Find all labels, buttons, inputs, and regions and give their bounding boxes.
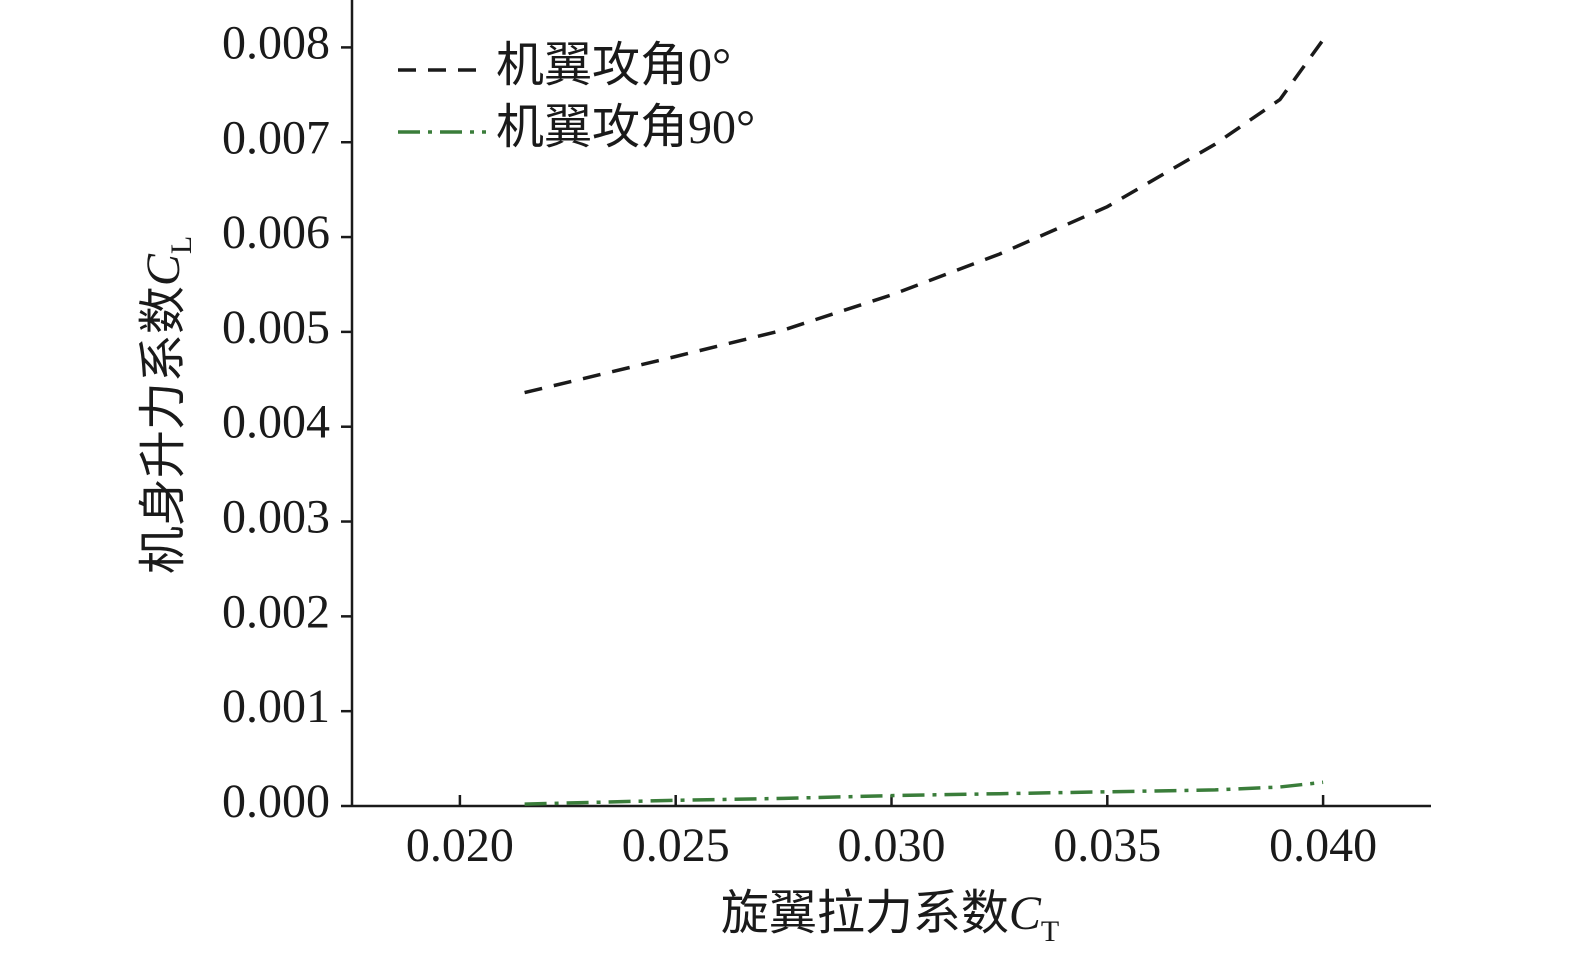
series-line [524,38,1325,395]
legend-label: 机翼攻角0° [496,39,731,92]
y-tick-label: 0.000 [222,775,330,828]
y-tick-label: 0.001 [222,680,330,733]
x-tick-label: 0.030 [838,819,946,872]
y-tick-label: 0.004 [222,396,330,449]
x-tick-label: 0.020 [406,819,514,872]
y-tick-label: 0.003 [222,491,330,544]
x-tick-label: 0.040 [1269,819,1377,872]
y-tick-label: 0.008 [222,16,330,69]
legend-label: 机翼攻角90° [496,101,755,154]
x-label-subscript: T [1041,915,1059,948]
y-tick-label: 0.005 [222,301,330,354]
x-tick-label: 0.025 [622,819,730,872]
y-tick-label: 0.006 [222,206,330,259]
series-line [524,780,1324,806]
x-label-text: 旋翼拉力系数 [721,887,1009,940]
x-axis-title: 旋翼拉力系数CT [721,887,1059,948]
y-tick-label: 0.002 [222,585,330,638]
y-label-text: 机身升力系数 [137,286,190,574]
y-axis-title: 机身升力系数CL [137,236,198,574]
y-label-subscript: L [165,236,198,254]
y-label-symbol: C [137,253,190,286]
y-tick-label: 0.007 [222,111,330,164]
x-label-symbol: C [1009,887,1042,940]
x-tick-label: 0.035 [1053,819,1161,872]
